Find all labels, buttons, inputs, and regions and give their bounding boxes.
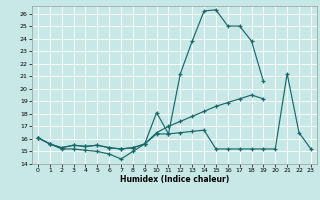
X-axis label: Humidex (Indice chaleur): Humidex (Indice chaleur) — [120, 175, 229, 184]
